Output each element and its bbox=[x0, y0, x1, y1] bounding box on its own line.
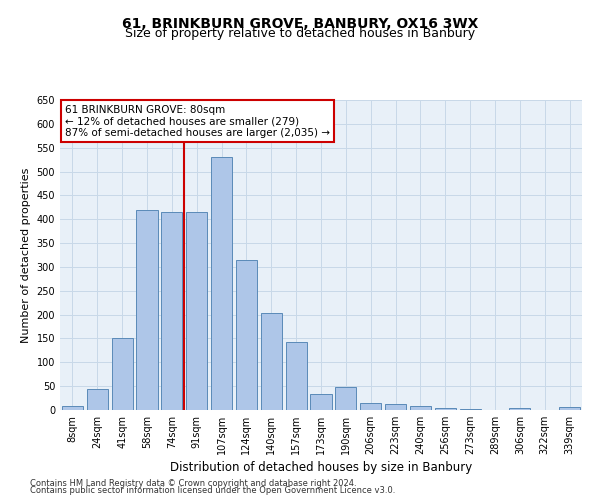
Bar bbox=[261, 313, 282, 410]
Bar bbox=[410, 406, 431, 410]
Bar bbox=[136, 210, 158, 410]
Bar bbox=[559, 407, 580, 410]
Text: Size of property relative to detached houses in Banbury: Size of property relative to detached ho… bbox=[125, 28, 475, 40]
X-axis label: Distribution of detached houses by size in Banbury: Distribution of detached houses by size … bbox=[170, 461, 472, 474]
Bar bbox=[87, 388, 108, 410]
Bar bbox=[161, 212, 182, 410]
Bar bbox=[509, 408, 530, 410]
Text: Contains public sector information licensed under the Open Government Licence v3: Contains public sector information licen… bbox=[30, 486, 395, 495]
Bar bbox=[360, 403, 381, 410]
Bar bbox=[310, 394, 332, 410]
Text: 61 BRINKBURN GROVE: 80sqm
← 12% of detached houses are smaller (279)
87% of semi: 61 BRINKBURN GROVE: 80sqm ← 12% of detac… bbox=[65, 104, 330, 138]
Text: 61, BRINKBURN GROVE, BANBURY, OX16 3WX: 61, BRINKBURN GROVE, BANBURY, OX16 3WX bbox=[122, 18, 478, 32]
Bar bbox=[236, 260, 257, 410]
Bar bbox=[62, 406, 83, 410]
Bar bbox=[112, 338, 133, 410]
Text: Contains HM Land Registry data © Crown copyright and database right 2024.: Contains HM Land Registry data © Crown c… bbox=[30, 478, 356, 488]
Bar bbox=[186, 212, 207, 410]
Y-axis label: Number of detached properties: Number of detached properties bbox=[21, 168, 31, 342]
Bar bbox=[335, 387, 356, 410]
Bar bbox=[286, 342, 307, 410]
Bar bbox=[435, 408, 456, 410]
Bar bbox=[460, 408, 481, 410]
Bar bbox=[385, 404, 406, 410]
Bar bbox=[211, 157, 232, 410]
